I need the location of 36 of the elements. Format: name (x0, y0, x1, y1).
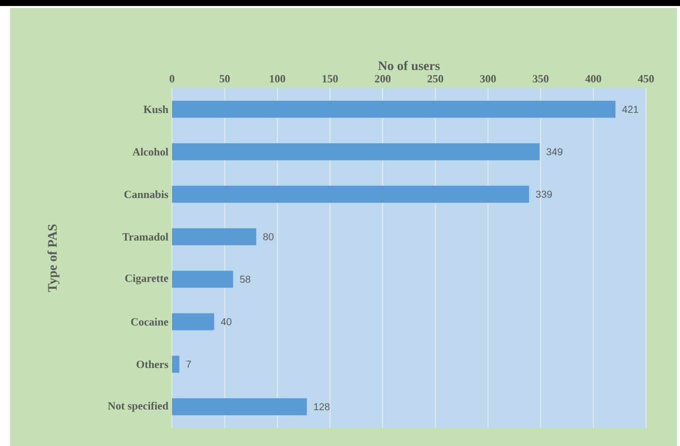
data-label: 7 (186, 360, 191, 368)
x-tick-label: 250 (428, 75, 444, 82)
y-tick-label: Alcohol (132, 148, 168, 156)
y-tick-label: Cigarette (125, 274, 168, 284)
bar (172, 398, 307, 416)
bar (172, 143, 540, 160)
x-tick-label: 400 (585, 75, 602, 82)
data-label: 339 (536, 190, 552, 198)
y-tick-label: Kush (144, 105, 168, 114)
bar (172, 228, 256, 246)
y-tick-label: Others (136, 360, 168, 368)
x-tick-label: 350 (532, 75, 548, 82)
y-axis-title: Type of PAS (47, 224, 60, 292)
y-tick-label: Not specified (108, 402, 168, 412)
bar (172, 356, 180, 373)
x-tick-label: 150 (322, 75, 338, 82)
y-tick-label: Cannabis (124, 190, 168, 198)
x-tick-label: 300 (480, 75, 496, 82)
data-label: 128 (314, 403, 330, 410)
data-label: 80 (263, 233, 274, 240)
bar (172, 270, 234, 288)
data-label: 421 (622, 106, 638, 113)
x-tick-label: 100 (270, 75, 286, 82)
data-label: 349 (546, 148, 562, 156)
bar (172, 186, 530, 203)
x-tick-label: 200 (374, 75, 390, 82)
bar (172, 100, 616, 118)
y-tick-label: Tramadol (122, 232, 168, 241)
x-tick-label: 50 (220, 75, 230, 82)
x-tick-label: 450 (638, 75, 654, 82)
data-label: 40 (220, 318, 232, 326)
x-tick-label: 0 (170, 75, 174, 82)
x-axis-title: No of users (378, 60, 440, 70)
data-label: 58 (240, 276, 250, 283)
bar (172, 313, 214, 330)
y-tick-label: Cocaine (131, 318, 168, 326)
